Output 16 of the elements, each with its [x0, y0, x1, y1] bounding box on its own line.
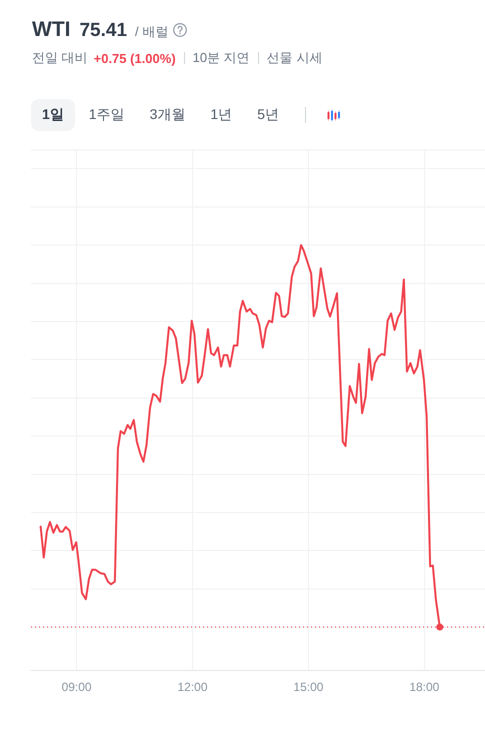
x-tick-label: 15:00	[293, 680, 324, 694]
x-tick-label: 12:00	[177, 680, 208, 694]
text: 5년	[246, 99, 290, 131]
text: 1년	[199, 99, 244, 131]
x-tick-label: 18:00	[409, 680, 440, 694]
chart-title: WTI	[32, 18, 70, 41]
selected-tab: 1일	[31, 99, 75, 131]
text: 선물 시세	[266, 50, 322, 65]
text: 3개월	[138, 99, 196, 131]
text: 전일 대비	[32, 50, 88, 65]
text: 1주일	[78, 99, 136, 131]
text: 75.41	[79, 20, 128, 41]
x-tick-label: 09:00	[62, 680, 92, 694]
text: +0.75 (1.00%)	[94, 50, 176, 66]
text: 10분 지연	[192, 50, 250, 65]
text: / 배럴	[135, 24, 168, 39]
